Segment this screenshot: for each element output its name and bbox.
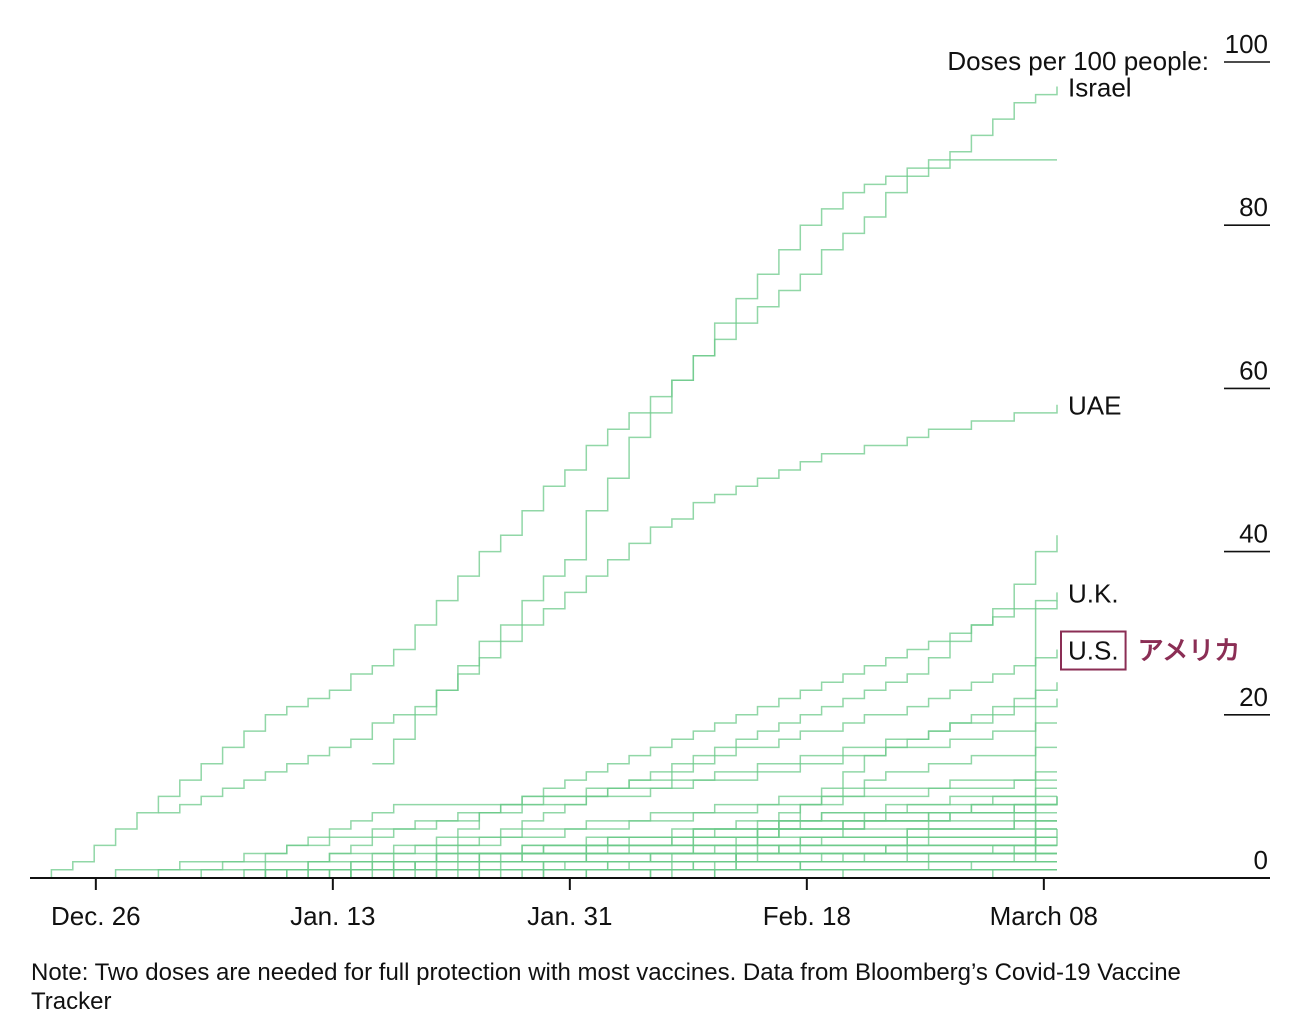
series-line [329,869,1057,879]
highlight-annotation: アメリカ [1138,636,1241,666]
x-tick-label: Jan. 13 [290,901,375,931]
y-tick-label: 20 [1239,682,1268,712]
y-axis: 0 20 40 60 80 100 [1224,29,1270,875]
x-axis: Dec. 26 Jan. 13 Jan. 31 Feb. 18 March 08 [30,877,1270,931]
y-tick-label: 80 [1239,192,1268,222]
series-labels: Israel UAE U.K. U.S. アメリカ [1060,72,1241,671]
series-lines [30,86,1058,879]
series-line [436,869,1057,879]
series-line [286,796,1058,879]
series-line [179,787,1057,879]
vaccination-chart: Doses per 100 people: 0 20 40 60 80 100 Israe… [30,29,1270,931]
series-line [265,852,1057,879]
series-line [457,869,1057,879]
series-line [329,535,1058,879]
series-line-israel [30,86,1058,879]
series-line [308,803,1057,879]
series-line [393,852,1057,879]
y-tick-label: 60 [1239,355,1268,385]
series-label: Israel [1068,72,1132,102]
series-line [244,722,1057,879]
y-tick-label: 100 [1225,29,1268,59]
series-label: U.K. [1068,578,1119,608]
y-axis-title: Doses per 100 people: [947,46,1209,76]
series-label: UAE [1068,391,1121,421]
series-line-uk [329,592,1058,871]
series-line [137,771,1057,879]
highlight-box [1060,630,1127,671]
series-line [30,698,1058,879]
series-line [372,159,1057,765]
series-line [350,828,1057,879]
y-tick-label: 40 [1239,519,1268,549]
series-line [179,779,1057,879]
x-tick-label: Feb. 18 [763,901,851,931]
x-tick-label: Jan. 31 [527,901,612,931]
series-line [308,869,1057,879]
x-tick-label: Dec. 26 [51,901,141,931]
series-line-us [30,649,1058,879]
series-label: U.S. [1068,636,1119,666]
x-tick-label: March 08 [990,901,1098,931]
y-tick-label: 0 [1254,845,1268,875]
series-line [265,803,1057,879]
footnote: Note: Two doses are needed for full prot… [31,959,1181,1015]
series-line-uae [158,404,1058,814]
